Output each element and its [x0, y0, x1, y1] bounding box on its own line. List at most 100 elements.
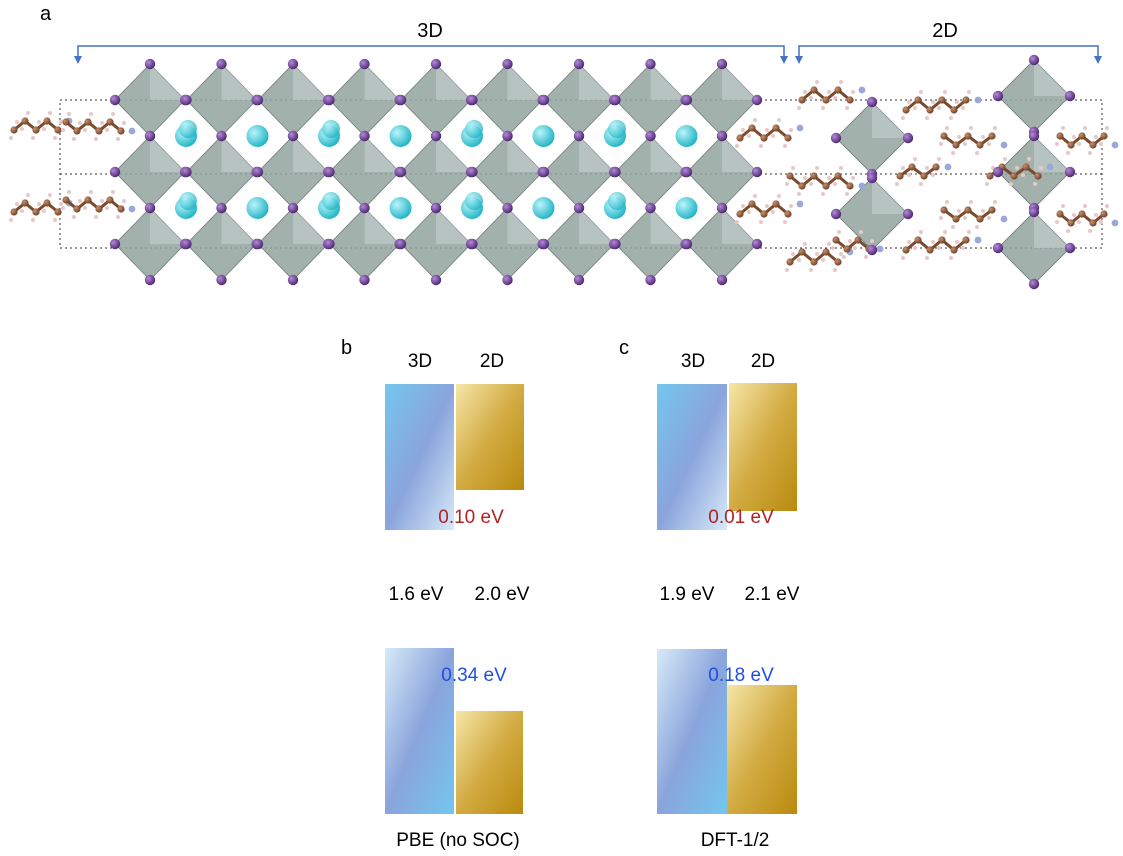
hydrogen-atom	[815, 252, 819, 256]
hydrogen-atom	[815, 166, 819, 170]
nitrogen-atom	[1000, 215, 1008, 223]
hydrogen-atom	[961, 106, 965, 110]
carbon-atom	[1078, 210, 1086, 218]
panel-c-col-3d: 3D	[681, 351, 705, 372]
iodine-atom	[538, 238, 550, 250]
hydrogen-atom	[1003, 157, 1007, 161]
iodine-atom	[430, 202, 442, 214]
carbon-atom	[54, 208, 62, 216]
nitrogen-atom	[944, 163, 952, 171]
a-site-cation	[389, 197, 412, 219]
octahedron-face	[436, 136, 471, 172]
a-site-cation	[608, 192, 626, 210]
bracket-3d-right-arrow	[780, 56, 788, 64]
iodine-atom	[502, 130, 513, 142]
hydrogen-atom	[839, 252, 843, 256]
hydrogen-atom	[1094, 213, 1098, 217]
carbon-atom	[940, 132, 948, 140]
hydrogen-atom	[37, 120, 41, 124]
hydrogen-atom	[951, 151, 955, 155]
iodine-atom	[430, 130, 442, 142]
octahedron-face	[650, 64, 686, 100]
panel-c-cb-offset: 0.01 eV	[708, 507, 774, 528]
panel-a-letter: a	[40, 3, 52, 25]
hydrogen-atom	[771, 210, 775, 214]
carbon-atom	[940, 206, 948, 214]
hydrogen-atom	[53, 218, 57, 222]
hydrogen-atom	[853, 246, 857, 250]
panel-b-cb-offset: 0.10 eV	[438, 507, 504, 528]
iodine-atom	[467, 238, 478, 250]
hydrogen-atom	[839, 80, 843, 84]
hydrogen-atom	[1066, 151, 1070, 155]
a-site-cation	[608, 120, 626, 138]
hydrogen-atom	[907, 100, 911, 104]
hydrogen-atom	[993, 126, 997, 130]
carbon-atom	[843, 245, 851, 253]
hydrogen-atom	[827, 176, 831, 180]
octahedron-face	[579, 208, 614, 244]
iodine-atom	[181, 166, 192, 178]
hydrogen-atom	[987, 142, 991, 146]
hydrogen-atom	[789, 204, 793, 208]
panel-b-2d-valence-band	[456, 711, 523, 814]
iodine-atom	[359, 58, 370, 70]
hydrogen-atom	[955, 240, 959, 244]
iodine-atom	[287, 274, 299, 286]
iodine-atom	[610, 94, 621, 106]
hydrogen-atom	[821, 106, 825, 110]
carbon-atom	[914, 236, 922, 244]
carbon-atom	[10, 126, 18, 134]
hydrogen-atom	[839, 166, 843, 170]
hydrogen-atom	[895, 182, 899, 186]
carbon-atom	[950, 246, 958, 254]
hydrogen-atom	[937, 157, 941, 161]
iodine-atom	[866, 172, 878, 184]
iodine-atom	[252, 166, 264, 178]
hydrogen-atom	[753, 194, 757, 198]
hydrogen-atom	[987, 216, 991, 220]
hydrogen-atom	[759, 220, 763, 224]
hydrogen-atom	[945, 126, 949, 130]
octahedron-face	[579, 136, 614, 172]
hydrogen-atom	[833, 182, 837, 186]
iodine-atom	[681, 238, 693, 250]
octahedron-face	[722, 64, 757, 100]
carbon-atom	[748, 124, 756, 132]
nitrogen-atom	[876, 245, 884, 253]
iodine-atom	[751, 238, 763, 250]
panel-c-gap-3d: 1.9 eV	[660, 584, 715, 605]
hydrogen-atom	[925, 166, 929, 170]
nitrogen-atom	[128, 205, 136, 213]
octahedron-face	[579, 64, 614, 100]
hydrogen-atom	[901, 256, 905, 260]
iodine-atom	[181, 94, 192, 106]
hydrogen-atom	[100, 121, 104, 125]
octahedron-face	[150, 208, 185, 244]
carbon-atom	[896, 172, 904, 180]
hydrogen-atom	[837, 230, 841, 234]
hydrogen-atom	[741, 128, 745, 132]
bracket-2d-right-arrow	[1094, 56, 1102, 64]
iodine-atom	[681, 166, 693, 178]
hydrogen-atom	[975, 151, 979, 155]
hydrogen-atom	[1094, 135, 1098, 139]
carbon-atom	[73, 127, 81, 135]
hydrogen-atom	[78, 121, 82, 125]
carbon-atom	[1078, 132, 1086, 140]
hydrogen-atom	[785, 182, 789, 186]
hydrogen-atom	[939, 216, 943, 220]
hydrogen-atom	[20, 127, 24, 131]
a-site-cation	[322, 120, 340, 138]
hydrogen-atom	[901, 166, 905, 170]
hydrogen-atom	[981, 209, 985, 213]
iodine-atom	[1028, 206, 1040, 218]
hydrogen-atom	[1021, 173, 1025, 177]
hydrogen-atom	[1066, 229, 1070, 233]
carbon-atom	[952, 215, 960, 223]
carbon-atom	[760, 134, 768, 142]
hydrogen-atom	[1009, 182, 1013, 186]
octahedron-face	[507, 64, 543, 100]
panel-b-gap-3d: 1.6 eV	[389, 584, 444, 605]
hydrogen-atom	[957, 135, 961, 139]
